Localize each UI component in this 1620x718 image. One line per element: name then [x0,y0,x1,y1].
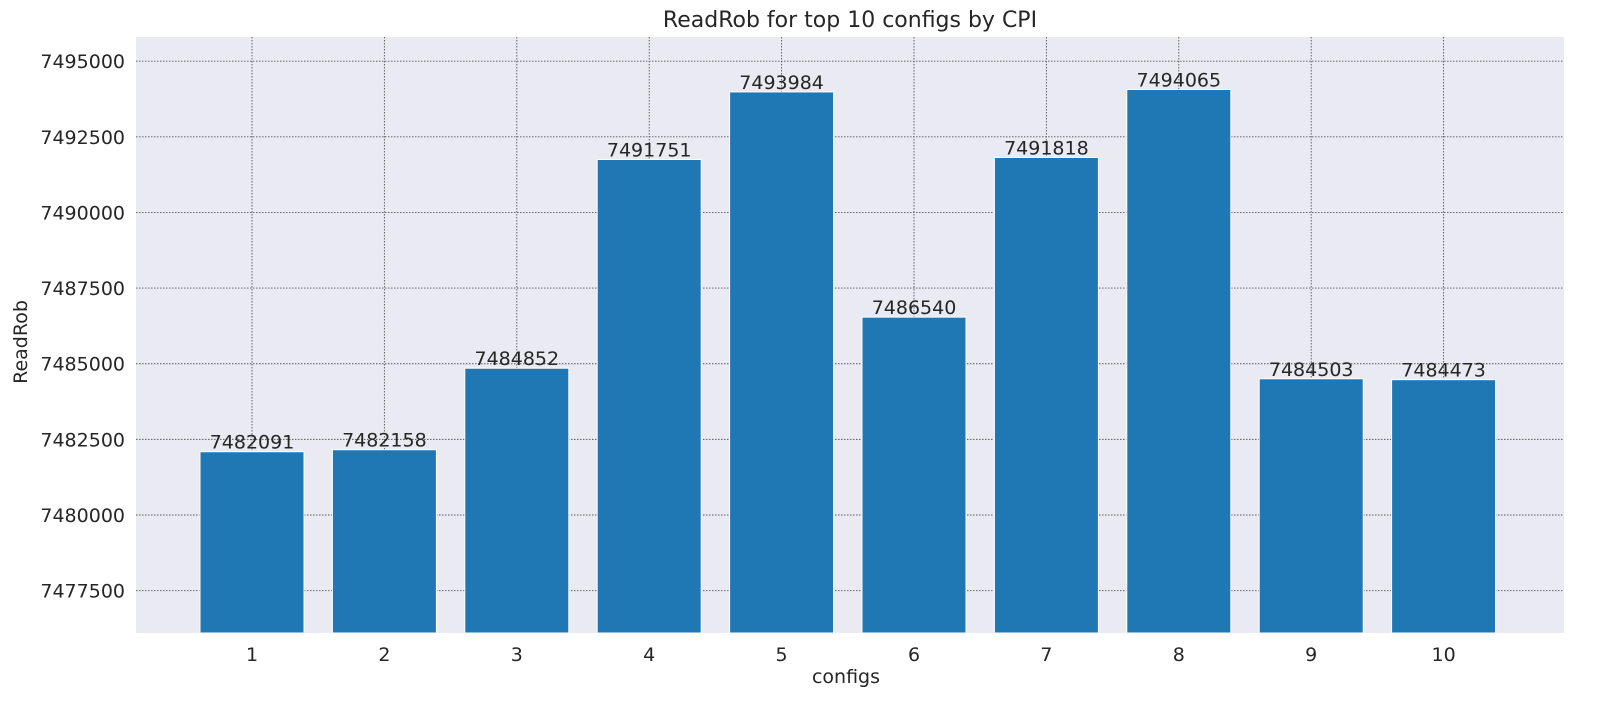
x-tick-label: 7 [1040,644,1052,666]
y-tick-label: 7487500 [40,278,125,300]
y-tick-label: 7495000 [40,51,125,73]
x-tick-label: 4 [643,644,655,666]
x-tick-label: 5 [776,644,788,666]
x-tick-label: 2 [378,644,390,666]
x-tick-label: 1 [246,644,258,666]
bar-value-label: 7482158 [342,430,427,452]
x-tick-label: 6 [908,644,920,666]
bar-value-label: 7484503 [1269,359,1354,381]
x-tick-labels: 1 2 3 4 5 6 7 8 9 10 [246,644,1456,666]
bar-config-3 [464,367,570,634]
bar-config-8 [1126,88,1232,634]
x-tick-label: 3 [511,644,523,666]
bar-config-9 [1258,378,1364,634]
bar-value-label: 7493984 [739,72,824,94]
bar-value-label: 7484473 [1401,360,1486,382]
x-tick-label: 10 [1432,644,1456,666]
y-tick-label: 7477500 [40,581,125,603]
bar-value-label: 7491751 [607,139,692,161]
chart-title: ReadRob for top 10 configs by CPI [663,8,1037,33]
y-tick-label: 7480000 [40,505,125,527]
bar-value-label: 7482091 [210,432,295,454]
y-tick-label: 7492500 [40,127,125,149]
bar-config-4 [596,158,702,634]
y-tick-label: 7485000 [40,354,125,376]
bar-value-label: 7484852 [474,348,559,370]
y-tick-label: 7490000 [40,202,125,224]
bar-config-1 [199,451,305,634]
y-tick-labels: 7477500 7480000 7482500 7485000 7487500 74900… [40,51,125,602]
bar-value-label: 7491818 [1004,137,1089,159]
bar-value-label: 7494065 [1136,69,1221,91]
bar-config-5 [729,91,835,634]
x-tick-label: 9 [1305,644,1317,666]
y-tick-label: 7482500 [40,429,125,451]
bar-value-label: 7486540 [872,297,957,319]
x-axis-label: configs [812,666,880,688]
bar-config-7 [993,156,1099,634]
bars-group [199,88,1497,634]
x-tick-label: 8 [1173,644,1185,666]
y-axis-label: ReadRob [10,300,32,384]
bar-config-2 [331,449,437,634]
bar-config-6 [861,316,967,634]
bar-config-10 [1391,379,1497,634]
data-labels-group: 7482091 7482158 7484852 7491751 7493984 74865… [210,69,1486,453]
